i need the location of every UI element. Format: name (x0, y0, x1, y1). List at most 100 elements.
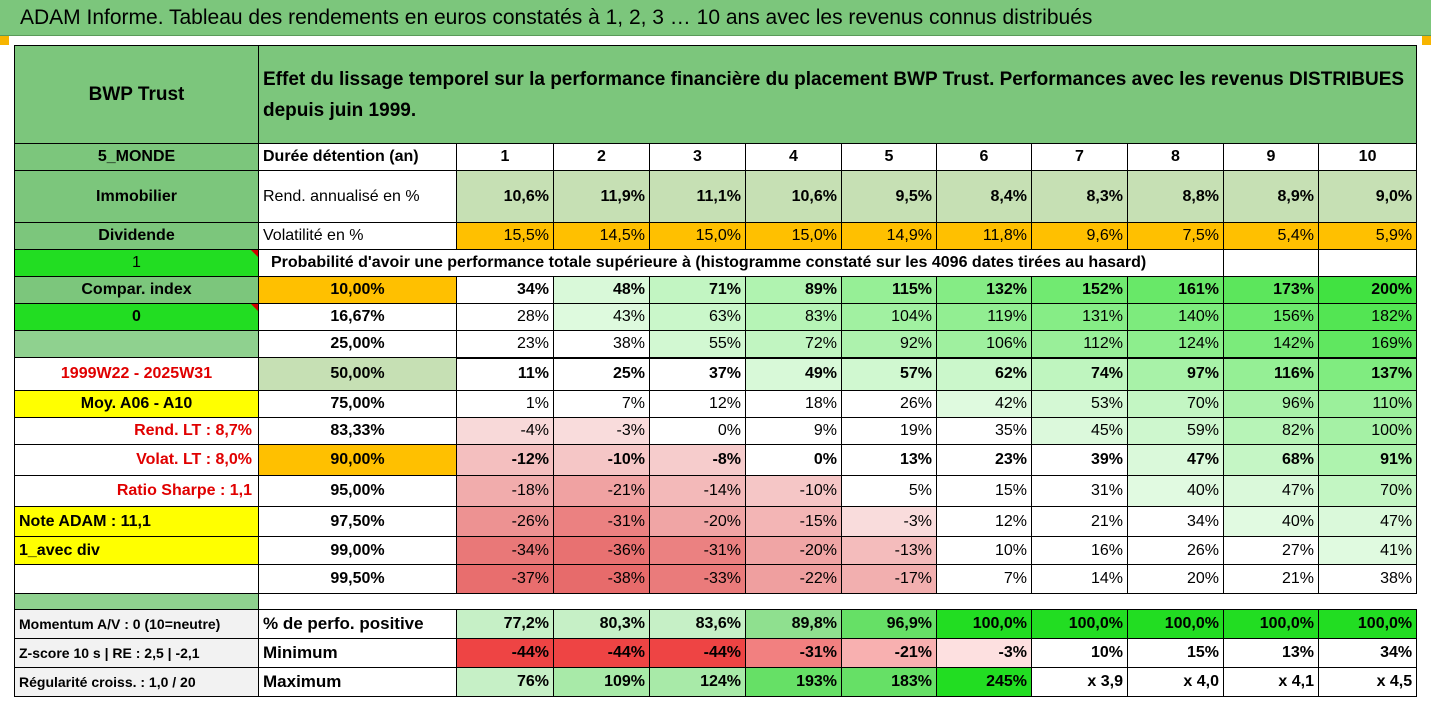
quantile-cell: 34% (456, 276, 554, 304)
quantile-cell: 21% (1031, 506, 1128, 537)
year-header: 8 (1127, 143, 1224, 171)
quantile-cell: 26% (841, 390, 937, 418)
quantile-cell: 27% (1223, 536, 1319, 565)
quantile-cell: 47% (1317, 506, 1418, 537)
quantile-cell: 131% (1031, 303, 1128, 331)
quantile-row: Ratio Sharpe : 1,1 95,00% -18% -21% -14% -10%… (14, 475, 1418, 507)
percentile-label: 25,00% (258, 330, 457, 358)
vol-cell: 15,0% (649, 222, 746, 250)
quantile-row: Volat. LT : 8,0% 90,00% -12% -10% -8% 0% 13% 23… (14, 444, 1418, 476)
quantile-row: Rend. LT : 8,7% 83,33% -4% -3% 0% 9% 19% 35% 45%… (14, 417, 1418, 445)
metric-cell: -44% (649, 638, 746, 668)
quantile-cell: 48% (553, 276, 650, 304)
selector-zero[interactable]: 0 (14, 303, 259, 331)
spacer-cell (14, 593, 259, 610)
empty-cell (1223, 249, 1319, 277)
quantile-row: Moy. A06 - A10 75,00% 1% 7% 12% 18% 26% 42% 53% 7… (14, 390, 1418, 418)
quantile-cell: -10% (553, 444, 650, 476)
quantile-cell: 82% (1223, 417, 1319, 445)
vol-cell: 14,5% (553, 222, 650, 250)
volat-lt-label: Volat. LT : 8,0% (14, 444, 259, 476)
quantile-cell: 16% (1031, 536, 1128, 565)
quantile-cell: -8% (649, 444, 746, 476)
spacer-cell (259, 594, 1417, 610)
quantile-cell: 47% (1223, 475, 1319, 507)
quantile-cell: -38% (553, 564, 650, 594)
quantile-cell: 34% (1127, 506, 1224, 537)
quantile-cell: -37% (456, 564, 554, 594)
quantile-cell: 70% (1317, 475, 1418, 507)
metric-cell: x 3,9 (1031, 667, 1128, 697)
metric-note: Régularité croiss. : 1,0 / 20 (14, 667, 259, 697)
percentile-label: 16,67% (258, 303, 457, 331)
quantile-cell: 173% (1223, 276, 1319, 304)
metric-label: Maximum (258, 667, 457, 697)
year-header: 2 (553, 143, 650, 171)
category-label: Immobilier (14, 170, 259, 223)
report-banner: ADAM Informe. Tableau des rendements en … (0, 0, 1431, 36)
metric-label: Minimum (258, 638, 457, 668)
quantile-cell: 137% (1317, 356, 1418, 391)
quantile-cell: 19% (841, 417, 937, 445)
quantile-cell: -22% (745, 564, 842, 594)
vol-cell: 11,8% (936, 222, 1032, 250)
quantile-row: 1_avec div 99,00% -34% -36% -31% -20% -13% 10% 1… (14, 536, 1418, 565)
performance-table: BWP Trust Effet du lissage temporel sur … (14, 45, 1418, 697)
quantile-cell: 47% (1127, 444, 1224, 476)
rend-row: Immobilier Rend. annualisé en % 10,6% 11,… (14, 170, 1418, 223)
metric-cell: 80,3% (553, 609, 650, 639)
quantile-cell: 14% (1031, 564, 1128, 594)
quantile-cell: 42% (936, 390, 1032, 418)
year-header: 3 (649, 143, 746, 171)
quantile-cell: 12% (936, 506, 1032, 537)
quantile-cell: 53% (1031, 390, 1128, 418)
quantile-cell: 124% (1127, 330, 1224, 358)
metric-note: Momentum A/V : 0 (10=neutre) (14, 609, 259, 639)
quantile-cell: 35% (936, 417, 1032, 445)
metric-cell: 10% (1031, 638, 1128, 668)
vol-label: Volatilité en % (258, 222, 457, 250)
quantile-cell: 43% (553, 303, 650, 331)
quantile-cell: 0% (649, 417, 746, 445)
quantile-cell: 100% (1317, 417, 1418, 445)
spacer-row (14, 593, 1417, 610)
percentile-label: 50,00% (258, 357, 457, 391)
percentile-label: 99,00% (258, 536, 457, 565)
quantile-cell: 140% (1127, 303, 1224, 331)
rend-cell: 8,4% (936, 170, 1032, 223)
quantile-cell: -33% (649, 564, 746, 594)
minimum-row: Z-score 10 s | RE : 2,5 | -2,1 Minimum -44… (14, 638, 1418, 668)
quantile-cell: 169% (1317, 330, 1418, 358)
selector-one[interactable]: 1 (14, 249, 259, 277)
quantile-row: 0 16,67% 28% 43% 63% 83% 104% 119% 131% 140% 156% 1… (14, 303, 1418, 331)
vol-cell: 5,4% (1223, 222, 1319, 250)
vol-cell: 15,5% (456, 222, 554, 250)
vol-cell: 15,0% (745, 222, 842, 250)
quantile-cell: 55% (649, 330, 746, 358)
metric-cell: 183% (841, 667, 937, 697)
vol-cell: 9,6% (1031, 222, 1128, 250)
quantile-cell: 104% (841, 303, 937, 331)
percentile-label: 83,33% (258, 417, 457, 445)
quantile-cell: -15% (745, 506, 842, 537)
quantile-cell: 142% (1223, 330, 1319, 358)
quantile-cell: 31% (1031, 475, 1128, 507)
metric-cell: 76% (456, 667, 554, 697)
metric-cell: -3% (936, 638, 1032, 668)
quantile-cell: 38% (1317, 564, 1418, 594)
quantile-cell: 18% (745, 390, 842, 418)
fund-name: BWP Trust (14, 45, 259, 144)
metric-cell: 109% (553, 667, 650, 697)
vol-cell: 5,9% (1317, 222, 1418, 250)
quantile-cell: 23% (456, 330, 554, 358)
quantile-cell: 59% (1127, 417, 1224, 445)
metric-cell: x 4,0 (1127, 667, 1224, 697)
quantile-cell: 200% (1317, 276, 1418, 304)
description: Effet du lissage temporel sur la perform… (257, 45, 1418, 144)
quantile-cell: -31% (553, 506, 650, 537)
quantile-cell: 15% (936, 475, 1032, 507)
quantile-row: Compar. index 10,00% 34% 48% 71% 89% 115% 132% 1… (14, 276, 1418, 304)
metric-cell: 96,9% (841, 609, 937, 639)
rend-cell: 8,3% (1031, 170, 1128, 223)
zone-label: 5_MONDE (14, 143, 259, 171)
